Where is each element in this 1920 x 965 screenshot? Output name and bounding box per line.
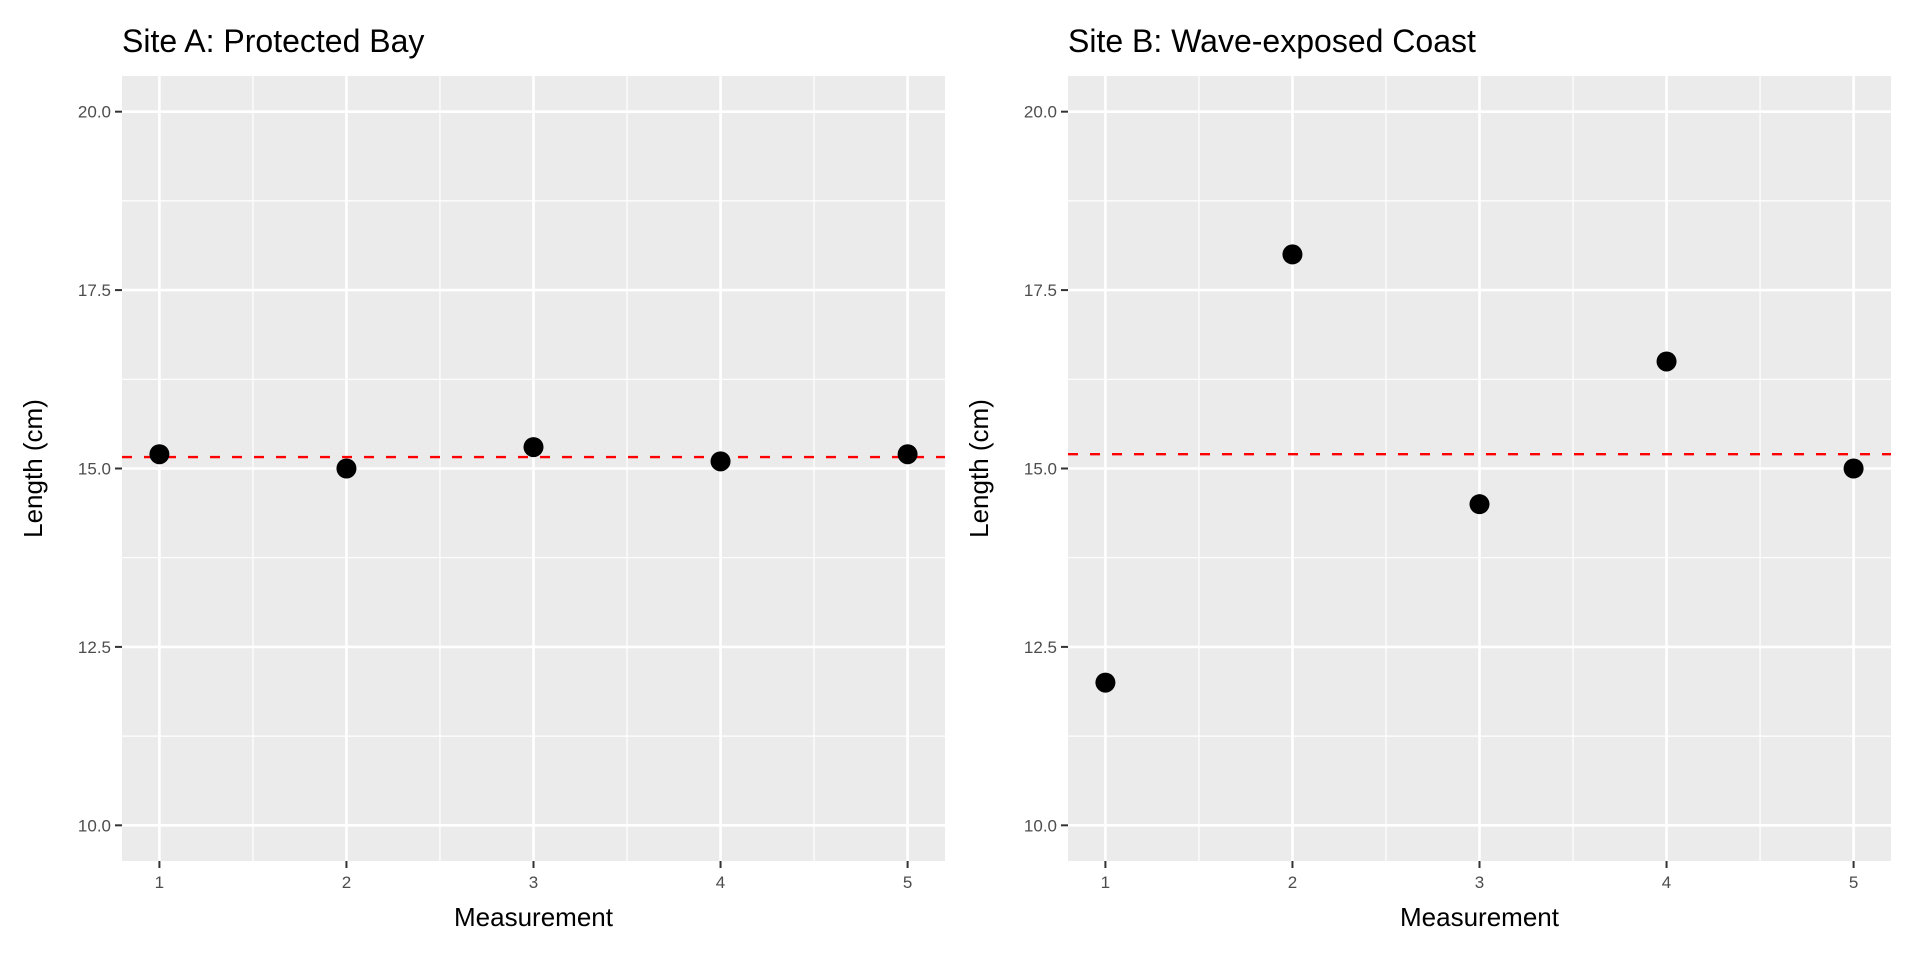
y-axis-label: Length (cm) bbox=[964, 399, 994, 538]
panel-site-a: 10.0 12.5 15.0 17.5 20.0 1 2 3 4 5 Site A: Protect… bbox=[18, 23, 945, 932]
y-tick-label: 17.5 bbox=[1024, 281, 1057, 300]
data-point bbox=[523, 437, 544, 458]
data-point bbox=[1843, 458, 1864, 479]
x-tick-label: 4 bbox=[1662, 873, 1671, 892]
x-tick-label: 3 bbox=[1475, 873, 1484, 892]
chart-title: Site B: Wave-exposed Coast bbox=[1068, 23, 1476, 59]
x-tick-label: 5 bbox=[1849, 873, 1858, 892]
data-point bbox=[1656, 351, 1677, 372]
panel-site-b: 10.0 12.5 15.0 17.5 20.0 1 2 3 4 5 Site B: Wave-ex… bbox=[964, 23, 1891, 932]
x-tick-label: 2 bbox=[1288, 873, 1297, 892]
y-tick-label: 20.0 bbox=[78, 103, 111, 122]
y-tick-label: 10.0 bbox=[1024, 816, 1057, 835]
data-point bbox=[710, 451, 731, 472]
data-point bbox=[149, 444, 170, 465]
chart-title: Site A: Protected Bay bbox=[122, 23, 424, 59]
x-axis-label: Measurement bbox=[1400, 902, 1560, 932]
x-tick-label: 2 bbox=[342, 873, 351, 892]
y-tick-label: 15.0 bbox=[1024, 460, 1057, 479]
data-point bbox=[1469, 494, 1490, 515]
y-tick-label: 12.5 bbox=[78, 638, 111, 657]
data-point bbox=[1095, 672, 1116, 693]
x-tick-label: 1 bbox=[155, 873, 164, 892]
y-tick-label: 12.5 bbox=[1024, 638, 1057, 657]
gridlines bbox=[1068, 76, 1891, 861]
data-point bbox=[897, 444, 918, 465]
y-tick-label: 17.5 bbox=[78, 281, 111, 300]
y-tick-label: 10.0 bbox=[78, 816, 111, 835]
x-tick-label: 5 bbox=[903, 873, 912, 892]
y-tick-label: 15.0 bbox=[78, 460, 111, 479]
y-tick-label: 20.0 bbox=[1024, 103, 1057, 122]
data-point bbox=[336, 458, 357, 479]
x-axis-label: Measurement bbox=[454, 902, 614, 932]
y-axis-label: Length (cm) bbox=[18, 399, 48, 538]
x-tick-label: 4 bbox=[716, 873, 725, 892]
x-tick-label: 1 bbox=[1101, 873, 1110, 892]
data-point bbox=[1282, 244, 1303, 265]
x-tick-label: 3 bbox=[529, 873, 538, 892]
